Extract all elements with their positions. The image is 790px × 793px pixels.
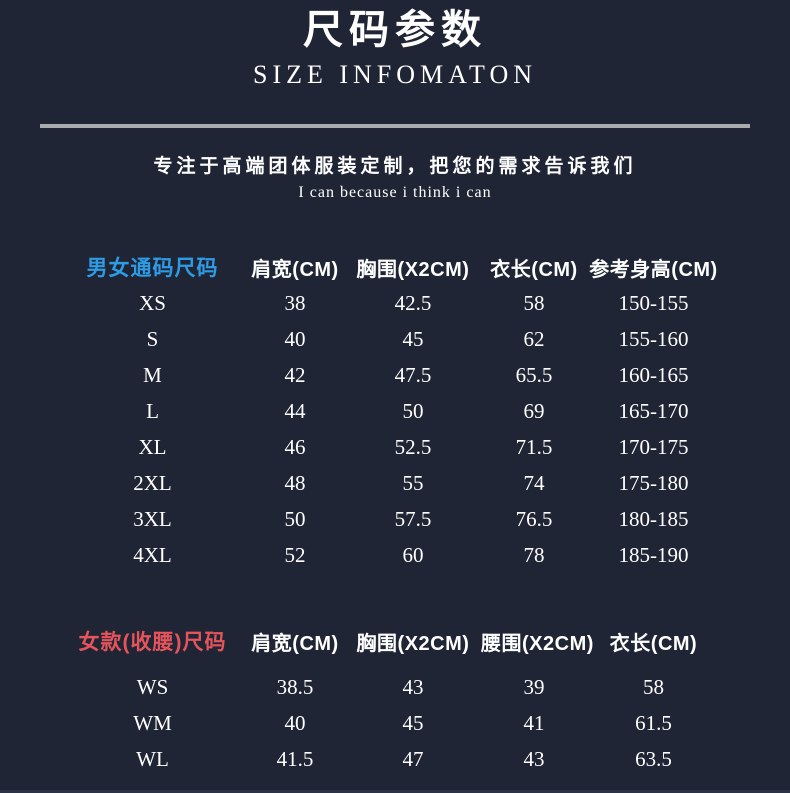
table-header-row: 女款(收腰)尺码 肩宽(CM) 胸围(X2CM) 腰围(X2CM) 衣长(CM) bbox=[60, 623, 720, 659]
table-row: 3XL 50 57.5 76.5 180-185 bbox=[60, 501, 720, 537]
size-value: 45 bbox=[402, 710, 424, 735]
table-title-unisex: 男女通码尺码 bbox=[86, 257, 219, 280]
size-value: 38 bbox=[284, 290, 306, 315]
page-title-chinese: 尺码参数 bbox=[303, 6, 487, 53]
size-label: XS bbox=[139, 290, 166, 315]
size-value: 48 bbox=[284, 470, 306, 495]
size-value: 71.5 bbox=[515, 434, 553, 459]
size-value: 47.5 bbox=[394, 362, 432, 387]
column-header-length: 衣长(CM) bbox=[609, 632, 698, 655]
column-header-shoulder: 肩宽(CM) bbox=[251, 632, 339, 655]
size-label: WL bbox=[136, 746, 169, 771]
table-row: S 40 45 62 155-160 bbox=[60, 321, 720, 357]
column-header-chest: 胸围(X2CM) bbox=[356, 632, 470, 655]
size-value: 42.5 bbox=[394, 290, 432, 315]
size-value: 39 bbox=[523, 674, 545, 699]
column-header-waist: 腰围(X2CM) bbox=[481, 632, 594, 655]
size-value: 46 bbox=[284, 434, 306, 459]
size-table-unisex: 男女通码尺码 肩宽(CM) 胸围(X2CM) 衣长(CM) 参考身高(CM) X… bbox=[60, 249, 720, 573]
size-value: 78 bbox=[523, 542, 545, 567]
size-table-women: 女款(收腰)尺码 肩宽(CM) 胸围(X2CM) 腰围(X2CM) 衣长(CM)… bbox=[60, 623, 720, 777]
size-value: 43 bbox=[402, 674, 424, 699]
size-value: 170-175 bbox=[618, 434, 689, 459]
size-value: 42 bbox=[284, 362, 306, 387]
size-value: 58 bbox=[523, 290, 545, 315]
size-value: 65.5 bbox=[515, 362, 553, 387]
page-title-english: SIZE INFOMATON bbox=[252, 60, 538, 89]
size-value: 47 bbox=[402, 746, 424, 771]
table-row: WM 40 45 41 61.5 bbox=[60, 705, 720, 741]
size-value: 74 bbox=[523, 470, 545, 495]
size-value: 41.5 bbox=[276, 746, 314, 771]
table-row: L 44 50 69 165-170 bbox=[60, 393, 720, 429]
size-value: 57.5 bbox=[394, 506, 432, 531]
size-value: 160-165 bbox=[618, 362, 689, 387]
size-label: S bbox=[146, 326, 159, 351]
size-value: 155-160 bbox=[618, 326, 689, 351]
table-row: XL 46 52.5 71.5 170-175 bbox=[60, 429, 720, 465]
size-value: 76.5 bbox=[515, 506, 553, 531]
size-value: 69 bbox=[523, 398, 545, 423]
size-value: 60 bbox=[402, 542, 424, 567]
size-label: 3XL bbox=[133, 506, 172, 531]
divider-line bbox=[40, 124, 750, 128]
table-title-women: 女款(收腰)尺码 bbox=[78, 631, 227, 654]
table-row: 4XL 52 60 78 185-190 bbox=[60, 537, 720, 573]
size-value: 62 bbox=[523, 326, 545, 351]
tagline-english: I can because i think i can bbox=[298, 184, 492, 201]
size-value: 165-170 bbox=[618, 398, 689, 423]
size-value: 180-185 bbox=[618, 506, 689, 531]
size-value: 40 bbox=[284, 710, 306, 735]
column-header-shoulder: 肩宽(CM) bbox=[251, 258, 339, 281]
size-label: L bbox=[146, 398, 159, 423]
size-value: 40 bbox=[284, 326, 306, 351]
size-value: 63.5 bbox=[635, 746, 672, 771]
table-row: WS 38.5 43 39 58 bbox=[60, 669, 720, 705]
bottom-edge-line bbox=[0, 790, 790, 793]
size-value: 61.5 bbox=[635, 710, 672, 735]
size-value: 41 bbox=[523, 710, 545, 735]
size-value: 55 bbox=[402, 470, 424, 495]
table-header-row: 男女通码尺码 肩宽(CM) 胸围(X2CM) 衣长(CM) 参考身高(CM) bbox=[60, 249, 720, 285]
column-header-chest: 胸围(X2CM) bbox=[356, 258, 470, 281]
size-value: 38.5 bbox=[276, 674, 314, 699]
size-value: 43 bbox=[523, 746, 545, 771]
size-value: 175-180 bbox=[618, 470, 689, 495]
size-value: 185-190 bbox=[618, 542, 689, 567]
size-value: 50 bbox=[284, 506, 306, 531]
table-row: M 42 47.5 65.5 160-165 bbox=[60, 357, 720, 393]
size-label: M bbox=[143, 362, 162, 387]
size-label: WM bbox=[133, 710, 172, 735]
table-row: WL 41.5 47 43 63.5 bbox=[60, 741, 720, 777]
size-value: 150-155 bbox=[618, 290, 689, 315]
size-value: 45 bbox=[402, 326, 424, 351]
size-value: 52.5 bbox=[394, 434, 432, 459]
size-value: 52 bbox=[284, 542, 306, 567]
table-body-unisex: XS 38 42.5 58 150-155 S 40 45 62 155-160 M 42 47.5 65… bbox=[60, 285, 720, 573]
table-row: XS 38 42.5 58 150-155 bbox=[60, 285, 720, 321]
size-value: 44 bbox=[284, 398, 306, 423]
size-value: 50 bbox=[402, 398, 424, 423]
tagline-chinese: 专注于高端团体服装定制，把您的需求告诉我们 bbox=[153, 156, 637, 177]
column-header-length: 衣长(CM) bbox=[490, 258, 578, 281]
size-label: 2XL bbox=[133, 470, 172, 495]
size-value: 58 bbox=[643, 674, 664, 699]
column-header-height: 参考身高(CM) bbox=[589, 258, 718, 281]
size-label: 4XL bbox=[133, 542, 172, 567]
size-label: WS bbox=[136, 674, 169, 699]
table-body-women: WS 38.5 43 39 58 WM 40 45 41 61.5 WL 41.5 47 43 63.5 bbox=[60, 669, 720, 777]
table-row: 2XL 48 55 74 175-180 bbox=[60, 465, 720, 501]
size-label: XL bbox=[138, 434, 167, 459]
